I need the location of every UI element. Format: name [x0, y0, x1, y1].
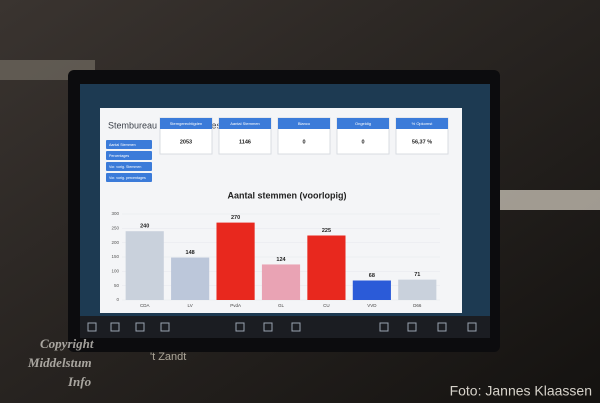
menu-button-label: Vor. vorig. percentages — [109, 176, 146, 180]
y-tick-label: 200 — [111, 240, 119, 245]
wall-light — [500, 190, 600, 210]
x-tick-label: LV — [188, 303, 193, 308]
taskbar — [80, 316, 490, 338]
stat-value: 0 — [361, 139, 364, 145]
bar — [353, 281, 391, 300]
y-tick-label: 150 — [111, 254, 119, 259]
watermark: Middelstum — [27, 355, 92, 370]
bar — [398, 280, 436, 300]
stat-label: Blanco — [298, 121, 311, 126]
stat-label: Ongeldig — [355, 121, 371, 126]
bar — [171, 258, 209, 300]
data-label: 270 — [231, 215, 240, 221]
stat-label: Aantal Stemmen — [230, 121, 260, 126]
bar — [307, 236, 345, 301]
stat-label: Stemgerechtigden — [170, 121, 202, 126]
stat-label: % Opkomst — [412, 121, 434, 126]
data-label: 148 — [186, 250, 195, 256]
bar — [126, 231, 164, 300]
data-label: 68 — [369, 273, 375, 279]
y-tick-label: 250 — [111, 226, 119, 231]
sign-text: 't Zandt — [150, 351, 186, 363]
y-tick-label: 300 — [111, 211, 119, 216]
data-label: 124 — [276, 257, 286, 263]
stat-value: 1146 — [239, 139, 251, 145]
y-tick-label: 50 — [114, 283, 120, 288]
stat-value: 2053 — [180, 139, 192, 145]
chart-title: Aantal stemmen (voorlopig) — [227, 190, 346, 200]
data-label: 71 — [414, 272, 420, 278]
photo-credit: Foto: Jannes Klaassen — [450, 383, 592, 399]
x-tick-label: PvdA — [230, 303, 241, 308]
x-tick-label: D66 — [413, 303, 422, 308]
x-tick-label: VVD — [367, 303, 377, 308]
menu-button-label: Percentages — [109, 154, 129, 158]
data-label: 240 — [140, 224, 149, 230]
watermark: Copyright — [40, 336, 94, 351]
y-tick-label: 100 — [111, 269, 119, 274]
menu-button-label: Aantal Stemmen — [109, 143, 136, 147]
x-tick-label: CU — [323, 303, 330, 308]
x-tick-label: GL — [278, 303, 285, 308]
menu-button-label: Vor. vorig. Stemmen — [109, 165, 141, 169]
stat-value: 56,37 % — [412, 139, 432, 145]
bar — [216, 223, 254, 300]
data-label: 225 — [322, 228, 331, 234]
bar — [262, 264, 300, 300]
photo: Stembureau Hippolytushoes Aantal Stemmen… — [0, 0, 600, 403]
watermark: Info — [67, 374, 92, 389]
x-tick-label: CDA — [140, 303, 150, 308]
stat-value: 0 — [302, 139, 305, 145]
